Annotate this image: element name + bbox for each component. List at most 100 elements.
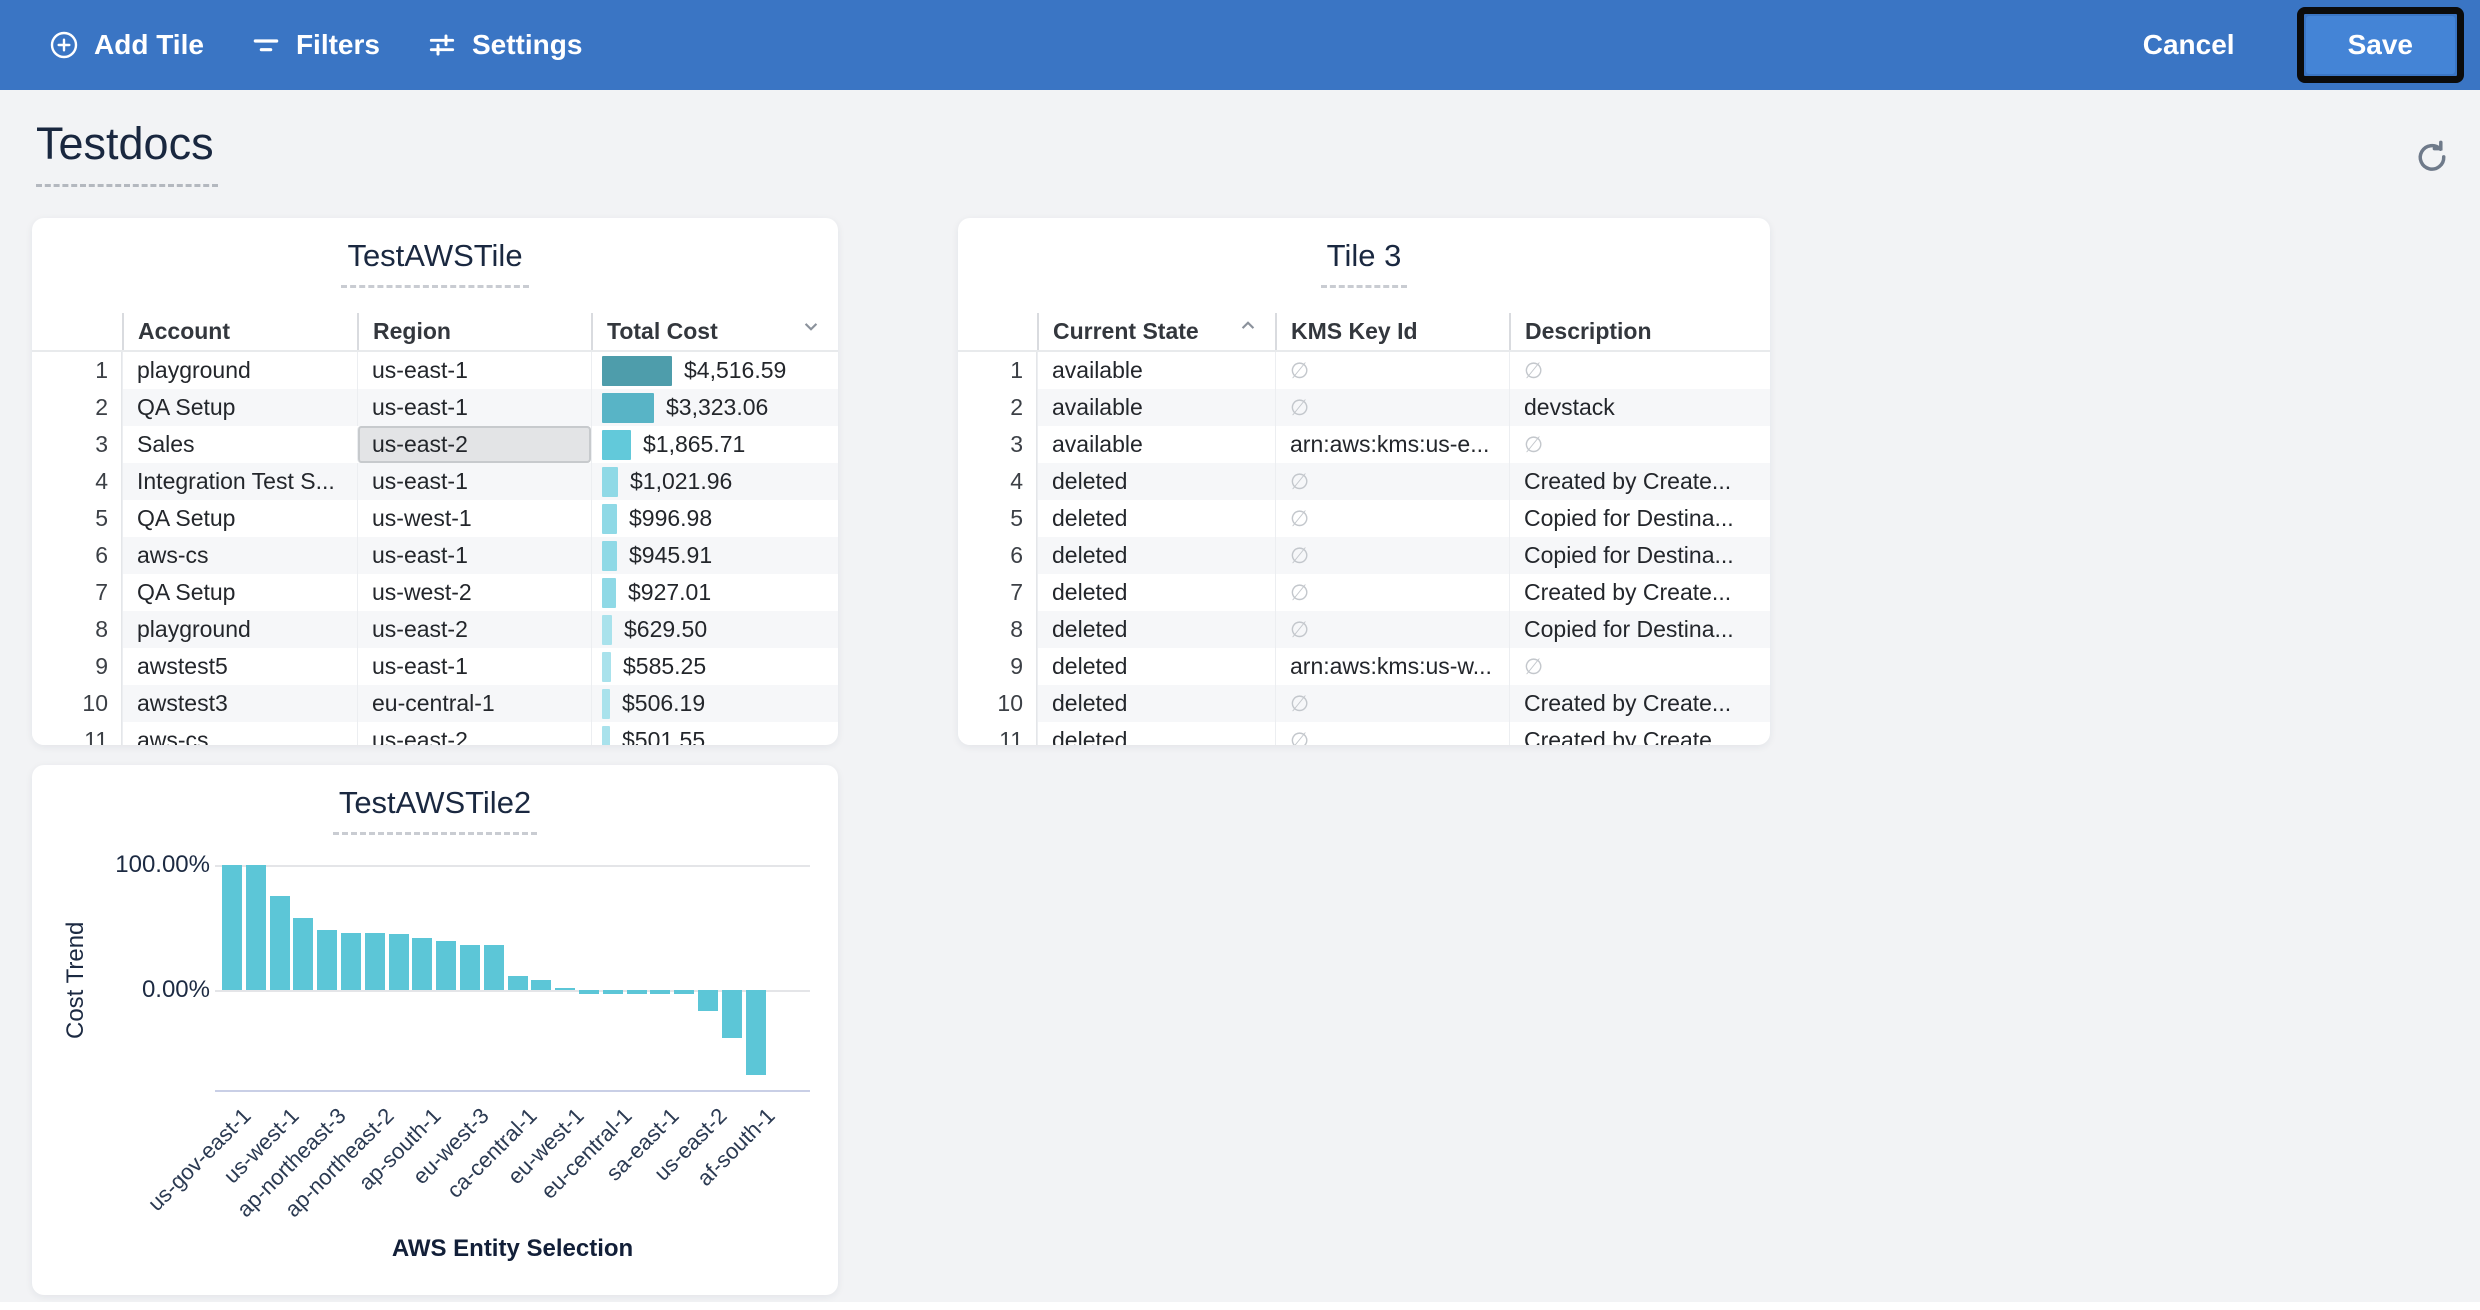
- bar[interactable]: [222, 865, 242, 990]
- cell-description[interactable]: Created by Create...: [1509, 463, 1770, 500]
- bar[interactable]: [293, 917, 313, 990]
- cell-account[interactable]: awstest5: [122, 648, 357, 685]
- cell-current-state[interactable]: deleted: [1037, 685, 1275, 722]
- bar[interactable]: [746, 990, 766, 1075]
- cell-total-cost[interactable]: $1,021.96: [591, 463, 838, 500]
- cell-region[interactable]: us-east-1: [357, 463, 591, 500]
- cell-current-state[interactable]: deleted: [1037, 463, 1275, 500]
- bar[interactable]: [627, 990, 647, 994]
- cell-description[interactable]: ∅: [1509, 648, 1770, 685]
- column-header-region[interactable]: Region: [357, 313, 591, 350]
- cell-kms-key-id[interactable]: ∅: [1275, 611, 1509, 648]
- cell-region[interactable]: eu-central-1: [357, 685, 591, 722]
- bar[interactable]: [674, 990, 694, 994]
- cell-current-state[interactable]: deleted: [1037, 574, 1275, 611]
- cell-total-cost[interactable]: $945.91: [591, 537, 838, 574]
- cell-description[interactable]: Created by Create...: [1509, 685, 1770, 722]
- cell-account[interactable]: QA Setup: [122, 574, 357, 611]
- cell-kms-key-id[interactable]: ∅: [1275, 685, 1509, 722]
- cell-description[interactable]: Created by Create...: [1509, 722, 1770, 745]
- bar[interactable]: [412, 937, 432, 990]
- cell-account[interactable]: playground: [122, 611, 357, 648]
- cell-account[interactable]: aws-cs: [122, 537, 357, 574]
- bar[interactable]: [579, 990, 599, 994]
- bar[interactable]: [270, 896, 290, 990]
- save-button[interactable]: Save: [2305, 16, 2455, 74]
- column-header-account[interactable]: Account: [122, 313, 357, 350]
- bar[interactable]: [365, 932, 385, 990]
- cell-account[interactable]: Sales: [122, 426, 357, 463]
- cell-current-state[interactable]: deleted: [1037, 500, 1275, 537]
- cell-kms-key-id[interactable]: ∅: [1275, 352, 1509, 389]
- cell-description[interactable]: Created by Create...: [1509, 574, 1770, 611]
- cell-total-cost[interactable]: $1,865.71: [591, 426, 838, 463]
- cell-kms-key-id[interactable]: ∅: [1275, 463, 1509, 500]
- cell-total-cost[interactable]: $506.19: [591, 685, 838, 722]
- cell-account[interactable]: awstest3: [122, 685, 357, 722]
- bar[interactable]: [531, 980, 551, 990]
- cell-account[interactable]: QA Setup: [122, 389, 357, 426]
- cell-account[interactable]: Integration Test S...: [122, 463, 357, 500]
- filters-button[interactable]: Filters: [250, 29, 380, 61]
- cell-total-cost[interactable]: $996.98: [591, 500, 838, 537]
- cell-description[interactable]: ∅: [1509, 352, 1770, 389]
- cell-current-state[interactable]: deleted: [1037, 537, 1275, 574]
- cell-kms-key-id[interactable]: ∅: [1275, 500, 1509, 537]
- bar[interactable]: [722, 990, 742, 1038]
- cell-account[interactable]: aws-cs: [122, 722, 357, 745]
- column-header-current-state[interactable]: Current State: [1037, 313, 1275, 350]
- column-header-total-cost[interactable]: Total Cost: [591, 313, 838, 350]
- tile-title[interactable]: TestAWSTile: [341, 238, 529, 288]
- cell-kms-key-id[interactable]: ∅: [1275, 537, 1509, 574]
- cell-region[interactable]: us-east-1: [357, 352, 591, 389]
- tile-title[interactable]: TestAWSTile2: [332, 785, 538, 835]
- cell-kms-key-id[interactable]: arn:aws:kms:us-e...: [1275, 426, 1509, 463]
- bar[interactable]: [555, 987, 575, 990]
- cell-region[interactable]: us-east-1: [357, 648, 591, 685]
- cell-kms-key-id[interactable]: ∅: [1275, 574, 1509, 611]
- column-header-description[interactable]: Description: [1509, 313, 1770, 350]
- cell-account[interactable]: playground: [122, 352, 357, 389]
- cell-region-selected[interactable]: us-east-2: [357, 426, 591, 463]
- cell-total-cost[interactable]: $4,516.59: [591, 352, 838, 389]
- bar[interactable]: [246, 865, 266, 990]
- bar[interactable]: [436, 941, 456, 990]
- cell-kms-key-id[interactable]: arn:aws:kms:us-w...: [1275, 648, 1509, 685]
- cell-description[interactable]: ∅: [1509, 426, 1770, 463]
- cell-description[interactable]: Copied for Destina...: [1509, 500, 1770, 537]
- bar[interactable]: [460, 945, 480, 990]
- cell-total-cost[interactable]: $3,323.06: [591, 389, 838, 426]
- cell-current-state[interactable]: available: [1037, 426, 1275, 463]
- bar[interactable]: [698, 990, 718, 1012]
- cell-current-state[interactable]: deleted: [1037, 611, 1275, 648]
- add-tile-button[interactable]: Add Tile: [48, 29, 204, 61]
- cell-total-cost[interactable]: $585.25: [591, 648, 838, 685]
- cell-region[interactable]: us-east-1: [357, 389, 591, 426]
- cell-region[interactable]: us-east-2: [357, 611, 591, 648]
- settings-button[interactable]: Settings: [426, 29, 582, 61]
- cell-kms-key-id[interactable]: ∅: [1275, 389, 1509, 426]
- cell-current-state[interactable]: available: [1037, 352, 1275, 389]
- cell-description[interactable]: Copied for Destina...: [1509, 611, 1770, 648]
- tile-title[interactable]: Tile 3: [1320, 238, 1408, 288]
- refresh-button[interactable]: [2410, 136, 2454, 180]
- bar[interactable]: [508, 976, 528, 990]
- cell-region[interactable]: us-east-2: [357, 722, 591, 745]
- cell-region[interactable]: us-west-2: [357, 574, 591, 611]
- cell-current-state[interactable]: available: [1037, 389, 1275, 426]
- cell-current-state[interactable]: deleted: [1037, 722, 1275, 745]
- cell-region[interactable]: us-east-1: [357, 537, 591, 574]
- cell-account[interactable]: QA Setup: [122, 500, 357, 537]
- cell-region[interactable]: us-west-1: [357, 500, 591, 537]
- column-header-kms-key-id[interactable]: KMS Key Id: [1275, 313, 1509, 350]
- cancel-button[interactable]: Cancel: [2137, 28, 2241, 62]
- bar[interactable]: [341, 932, 361, 990]
- cell-total-cost[interactable]: $501.55: [591, 722, 838, 745]
- cell-current-state[interactable]: deleted: [1037, 648, 1275, 685]
- bar[interactable]: [650, 990, 670, 994]
- bar[interactable]: [389, 933, 409, 990]
- bar[interactable]: [484, 945, 504, 990]
- bar[interactable]: [603, 990, 623, 994]
- bar[interactable]: [317, 930, 337, 990]
- cell-description[interactable]: devstack: [1509, 389, 1770, 426]
